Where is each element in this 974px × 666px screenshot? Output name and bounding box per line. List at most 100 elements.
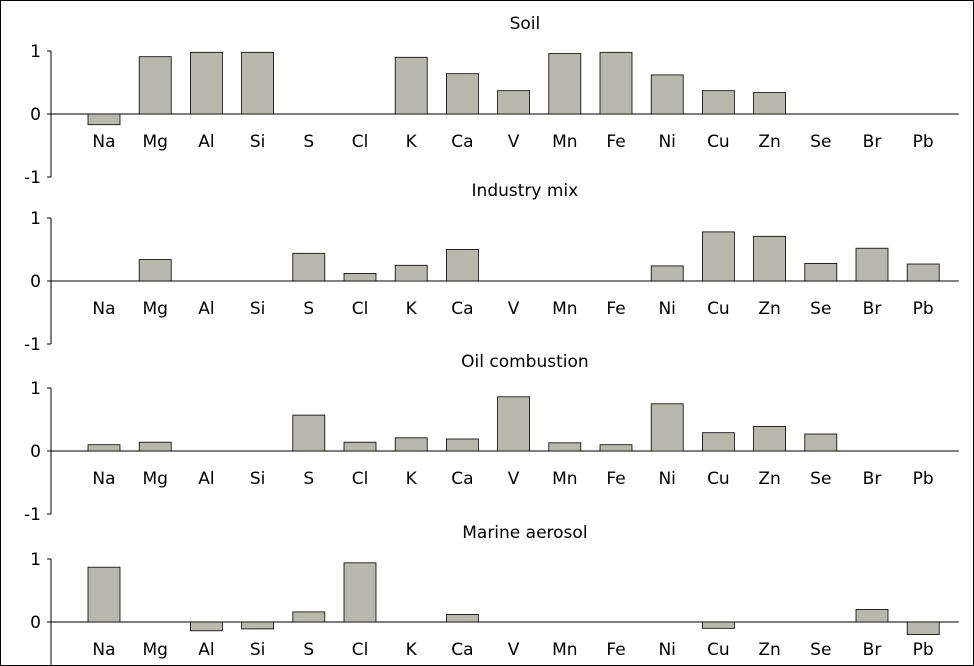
bar-na — [87, 566, 121, 623]
category-label: Ni — [658, 469, 675, 489]
category-label: Si — [250, 132, 266, 152]
category-label: S — [303, 469, 314, 489]
panel-title: Marine aerosol — [462, 523, 587, 543]
bar-pb — [906, 263, 940, 282]
bar-k — [394, 264, 428, 282]
category-label: Se — [810, 640, 831, 660]
category-label: Br — [863, 299, 882, 319]
category-label: Pb — [913, 469, 934, 489]
category-label: S — [303, 640, 314, 660]
bar-si — [241, 51, 275, 115]
bar-mg — [138, 259, 172, 282]
category-label: K — [406, 299, 418, 319]
bar-cu — [702, 432, 735, 452]
panel-1: Industry mix 1 0 -1 Na Mg Al Si S Cl K Ca V Mn Fe Ni Cu Z… — [24, 181, 959, 355]
bar-s — [292, 252, 326, 282]
category-label: Mn — [552, 469, 577, 489]
category-label: Se — [810, 469, 831, 489]
category-label: Mn — [552, 299, 577, 319]
category-label: Al — [198, 640, 214, 660]
category-label: Pb — [913, 132, 934, 152]
bar-zn — [753, 92, 786, 115]
bar-br — [855, 609, 889, 623]
bar-v — [497, 396, 531, 452]
bar-fe — [599, 444, 633, 452]
bar-k — [394, 56, 428, 115]
bar-fe — [599, 51, 633, 115]
category-label: V — [508, 299, 520, 319]
y-tick-label: 1 — [30, 550, 41, 570]
bar-zn — [753, 235, 786, 282]
bar-cl — [343, 441, 377, 452]
panel-3: Marine aerosol 1 0 Na Mg Al Si S Cl K Ca V Mn Fe Ni Cu Z… — [30, 523, 959, 665]
category-label: V — [508, 132, 520, 152]
category-label: Mn — [552, 640, 577, 660]
category-label: Ca — [451, 640, 473, 660]
category-label: Al — [198, 469, 214, 489]
bar-ca — [445, 438, 479, 452]
category-label: Si — [250, 640, 266, 660]
category-label: Ni — [658, 640, 675, 660]
y-tick-label: 0 — [30, 442, 41, 462]
category-label: Fe — [606, 469, 625, 489]
category-label: Cu — [707, 469, 730, 489]
category-label: Fe — [606, 640, 625, 660]
category-label: K — [406, 469, 418, 489]
category-label: Pb — [913, 640, 934, 660]
category-label: Mg — [142, 299, 167, 319]
bar-ca — [445, 614, 479, 623]
category-label: Zn — [758, 299, 780, 319]
category-label: Ni — [658, 299, 675, 319]
category-label: Mg — [142, 132, 167, 152]
y-tick-label: 1 — [30, 209, 41, 229]
bar-se — [804, 433, 838, 452]
bar-cu — [702, 231, 735, 282]
bar-ca — [445, 73, 479, 115]
category-label: Cu — [707, 132, 730, 152]
category-label: Ca — [451, 469, 473, 489]
bar-s — [292, 414, 326, 452]
category-label: Na — [92, 469, 115, 489]
bar-br — [855, 247, 889, 282]
category-label: Zn — [758, 469, 780, 489]
category-label: Se — [810, 132, 831, 152]
category-label: Cl — [352, 132, 369, 152]
category-label: Mg — [142, 640, 167, 660]
category-label: Se — [810, 299, 831, 319]
panel-title: Industry mix — [472, 181, 579, 201]
bar-cu — [702, 621, 735, 629]
bar-mg — [138, 441, 172, 452]
category-label: Al — [198, 299, 214, 319]
y-tick-label: 0 — [30, 105, 41, 125]
category-label: Pb — [913, 299, 934, 319]
panel-title: Soil — [510, 14, 541, 34]
category-label: Mn — [552, 132, 577, 152]
bar-v — [497, 90, 531, 115]
panel-0: Soil 1 0 -1 Na Mg Al Si S Cl K Ca V Mn Fe Ni Cu Zn Se Br Pb — [24, 14, 959, 188]
bar-na — [87, 113, 121, 126]
category-label: Mg — [142, 469, 167, 489]
category-label: Na — [92, 640, 115, 660]
category-label: Br — [863, 469, 882, 489]
y-tick-label: -1 — [24, 335, 41, 355]
category-label: K — [406, 640, 418, 660]
category-label: S — [303, 299, 314, 319]
category-label: Fe — [606, 132, 625, 152]
bar-al — [189, 621, 223, 632]
y-tick-label: 0 — [30, 613, 41, 633]
bar-ni — [650, 403, 684, 452]
y-tick-label: -1 — [24, 505, 41, 525]
bar-al — [189, 51, 223, 115]
category-label: Zn — [758, 132, 780, 152]
bar-cl — [343, 272, 377, 282]
bar-ca — [445, 249, 479, 282]
category-label: Cl — [352, 299, 369, 319]
bar-s — [292, 611, 326, 623]
y-tick-label: -1 — [24, 168, 41, 188]
bar-ni — [650, 74, 684, 115]
y-tick-label: 1 — [30, 379, 41, 399]
category-label: Ca — [451, 299, 473, 319]
y-tick-label: 1 — [30, 42, 41, 62]
